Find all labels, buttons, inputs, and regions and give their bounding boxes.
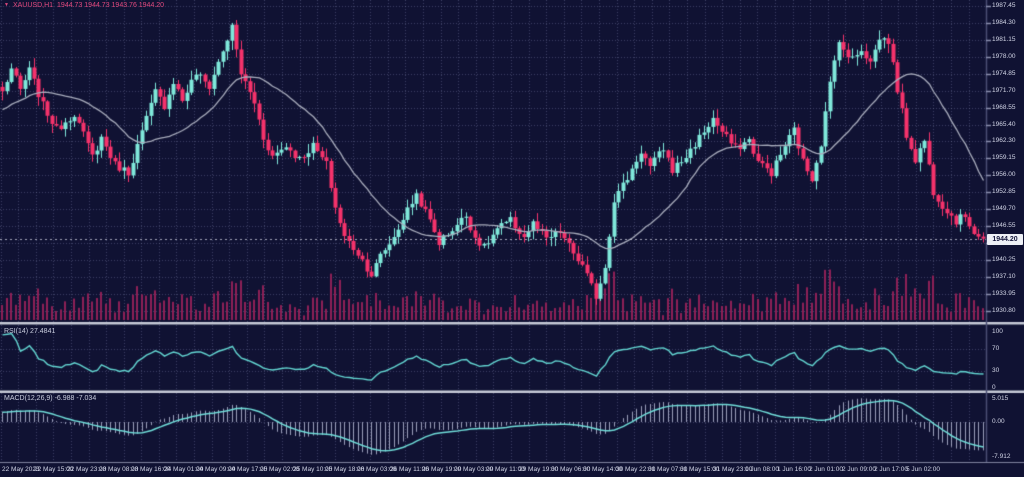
rsi-tick-label: 70 (992, 345, 1000, 352)
time-tick-label: 30 May 14:00 (583, 466, 623, 473)
time-tick-label: 23 May 16:00 (131, 466, 171, 473)
time-tick-label: 26 May 11:00 (390, 466, 429, 473)
time-tick-label: 26 May 03:00 (357, 466, 397, 473)
price-tick-label: 1937.10 (992, 273, 1016, 280)
price-tick-label: 1981.15 (992, 36, 1016, 43)
time-tick-label: 2 Jun 17:00 (874, 466, 908, 473)
symbol-period-label: XAUUSD,H1 (12, 2, 54, 9)
current-price-tag: 1944.20 (987, 234, 1023, 245)
time-tick-label: 22 May 15:00 (34, 466, 74, 473)
price-tick-label: 1959.15 (992, 154, 1016, 161)
price-tick-label: 1930.80 (992, 307, 1016, 314)
time-tick-label: 26 May 19:00 (422, 466, 462, 473)
time-tick-label: 22 May 23:00 (67, 466, 107, 473)
price-tick-label: 1956.00 (992, 171, 1016, 178)
rsi-indicator-label: RSI(14) 27.4841 (4, 328, 56, 335)
time-tick-label: 24 May 01:00 (164, 466, 204, 473)
price-tick-label: 1933.95 (992, 290, 1016, 297)
price-tick-label: 1968.55 (992, 104, 1016, 111)
price-tick-label: 1987.45 (992, 2, 1016, 9)
macd-tick-label: 0.00 (992, 418, 1005, 425)
time-tick-label: 25 May 02:00 (260, 466, 300, 473)
time-tick-label: 2 Jun 01:00 (809, 466, 843, 473)
time-tick-label: 1 Jun 16:00 (777, 466, 811, 473)
time-tick-label: 31 May 23:00 (713, 466, 753, 473)
price-tick-label: 1952.85 (992, 188, 1016, 195)
time-tick-label: 29 May 19:00 (519, 466, 559, 473)
macd-tick-label: 5.015 (992, 395, 1009, 402)
price-tick-label: 1965.40 (992, 121, 1016, 128)
time-tick-label: 1 Jun 08:00 (745, 466, 779, 473)
price-tick-label: 1978.00 (992, 53, 1016, 60)
ohlc-values: 1944.73 1944.73 1943.76 1944.20 (57, 2, 165, 9)
time-tick-label: 22 May 2023 (2, 466, 40, 473)
macd-indicator-label: MACD(12,26,9) -6.988 -7.034 (4, 395, 97, 402)
price-tick-label: 1984.30 (992, 19, 1016, 26)
time-tick-label: 30 May 06:00 (551, 466, 591, 473)
time-tick-label: 29 May 11:00 (486, 466, 525, 473)
time-tick-label: 24 May 09:00 (196, 466, 236, 473)
rsi-tick-label: 0 (992, 384, 996, 391)
time-tick-label: 2 Jun 09:00 (842, 466, 876, 473)
time-tick-label: 25 May 10:00 (293, 466, 333, 473)
price-tick-label: 1940.25 (992, 256, 1016, 263)
symbol-dropdown-icon[interactable]: ▼ (4, 2, 9, 8)
price-tick-label: 1949.70 (992, 205, 1016, 212)
time-tick-label: 24 May 17:00 (228, 466, 268, 473)
time-tick-label: 30 May 22:00 (616, 466, 656, 473)
time-tick-label: 23 May 08:00 (99, 466, 139, 473)
rsi-tick-label: 100 (992, 328, 1003, 335)
price-tick-label: 1946.55 (992, 222, 1016, 229)
rsi-tick-label: 30 (992, 367, 1000, 374)
current-price-value: 1944.20 (992, 236, 1018, 243)
macd-tick-label: -7.912 (992, 453, 1011, 460)
price-tick-label: 1974.85 (992, 70, 1016, 77)
chart-title: ▼ XAUUSD,H1 1944.73 1944.73 1943.76 1944… (4, 1, 164, 10)
time-tick-label: 25 May 18:00 (325, 466, 365, 473)
time-tick-label: 31 May 07:00 (648, 466, 688, 473)
price-tick-label: 1962.30 (992, 137, 1016, 144)
time-tick-label: 29 May 03:00 (454, 466, 494, 473)
price-tick-label: 1971.70 (992, 87, 1016, 94)
time-tick-label: 31 May 15:00 (680, 466, 720, 473)
time-tick-label: 5 Jun 02:00 (906, 466, 940, 473)
